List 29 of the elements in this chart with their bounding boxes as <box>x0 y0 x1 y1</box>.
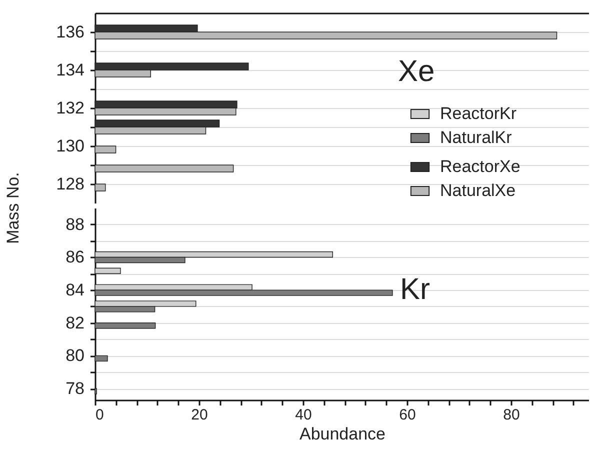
x-axis-title: Abundance <box>299 424 386 444</box>
y-tick-label: 132 <box>56 98 84 118</box>
bar <box>94 184 106 192</box>
bar <box>94 355 108 362</box>
y-tick-label: 84 <box>66 280 84 300</box>
y-tick-label: 130 <box>56 136 84 156</box>
y-tick-label: 78 <box>66 379 84 398</box>
legend-label: ReactorXe <box>440 157 520 176</box>
y-tick-label: 134 <box>56 60 84 80</box>
legend-label: NaturalKr <box>440 128 512 147</box>
x-tick-label: 80 <box>503 406 520 424</box>
annotation: Xe <box>398 55 435 88</box>
bar <box>94 322 156 329</box>
y-tick-label: 128 <box>56 174 84 194</box>
annotation: Kr <box>400 273 430 306</box>
x-tick-label: 60 <box>399 406 416 424</box>
x-tick-label: 20 <box>191 406 208 424</box>
y-tick-label: 136 <box>56 22 84 42</box>
y-tick-label: 88 <box>66 214 84 234</box>
legend-label: ReactorKr <box>440 104 517 123</box>
bar <box>94 164 234 172</box>
x-tick-label: 0 <box>96 406 104 424</box>
x-tick-label: 40 <box>295 406 312 424</box>
y-tick-label: 80 <box>66 346 84 366</box>
bar <box>94 146 116 154</box>
y-tick-label: 82 <box>66 313 84 332</box>
y-tick-label: 86 <box>66 248 84 267</box>
y-axis-title: Mass No. <box>4 172 22 244</box>
legend-label: NaturalXe <box>440 181 516 200</box>
